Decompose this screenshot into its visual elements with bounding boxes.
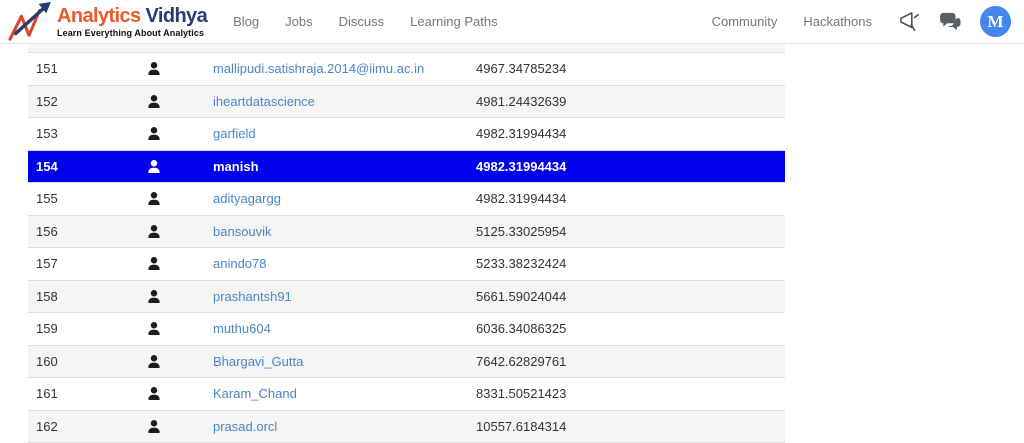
user-icon: [110, 289, 198, 303]
table-row: 158 prashantsh91 5661.59024044: [28, 280, 785, 313]
score-cell: 7642.62829761: [476, 353, 567, 369]
megaphone-icon[interactable]: [898, 10, 922, 34]
username-link[interactable]: anindo78: [213, 256, 267, 272]
table-row: 157 anindo78 5233.38232424: [28, 248, 785, 281]
user-icon: [110, 387, 198, 401]
nav-item-blog[interactable]: Blog: [233, 14, 260, 29]
logo-text: Analytics Vidhya Learn Everything About …: [57, 4, 208, 38]
user-icon: [110, 322, 198, 336]
username-cell: prashantsh91: [198, 289, 468, 304]
rank-cell: 152: [36, 93, 58, 109]
score-cell: 4982.31994434: [476, 126, 567, 142]
rank-cell: 156: [36, 223, 58, 239]
username-cell: anindo78: [198, 256, 468, 271]
rank-cell: 157: [36, 256, 58, 272]
logo-chart-icon: [8, 1, 51, 41]
username-link[interactable]: Bhargavi_Gutta: [213, 353, 304, 369]
partial-row-top: [28, 44, 785, 53]
user-icon: [110, 94, 198, 108]
score-cell: 4981.24432639: [476, 93, 567, 109]
rank-cell: 159: [36, 321, 58, 337]
username-cell: muthu604: [198, 321, 468, 336]
nav-item-jobs[interactable]: Jobs: [285, 14, 313, 29]
score-cell: 6036.34086325: [476, 321, 567, 337]
score-cell: 4982.31994434: [476, 191, 567, 207]
username-link[interactable]: prasad.orcl: [213, 418, 278, 434]
rank-cell: 154: [36, 158, 58, 174]
nav-item-learning-paths[interactable]: Learning Paths: [410, 14, 498, 29]
score-cell: 8331.50521423: [476, 386, 567, 402]
username-cell: adityagargg: [198, 191, 468, 206]
score-cell: 5661.59024044: [476, 288, 567, 304]
header-right: Community Hackathons M: [712, 6, 1011, 37]
username-link[interactable]: bansouvik: [213, 223, 272, 239]
user-icon: [110, 224, 198, 238]
user-icon: [110, 127, 198, 141]
username-cell: bansouvik: [198, 224, 468, 239]
username-cell: iheartdatascience: [198, 94, 468, 109]
username-cell: mallipudi.satishraja.2014@iimu.ac.in: [198, 61, 468, 76]
score-cell: 5125.33025954: [476, 223, 567, 239]
table-row: 152 iheartdatascience 4981.24432639: [28, 85, 785, 118]
score-cell: 10557.6184314: [476, 418, 567, 434]
rank-cell: 161: [36, 386, 58, 402]
username-cell: garfield: [198, 126, 468, 141]
table-row: 160 Bhargavi_Gutta 7642.62829761: [28, 345, 785, 378]
username-link[interactable]: garfield: [213, 126, 256, 142]
rank-cell: 160: [36, 353, 58, 369]
score-cell: 4967.34785234: [476, 61, 567, 77]
table-row: 159 muthu604 6036.34086325: [28, 313, 785, 346]
logo-tagline: Learn Everything About Analytics: [57, 27, 205, 38]
score-cell: 4982.31994434: [476, 158, 567, 174]
leaderboard-table: 151 mallipudi.satishraja.2014@iimu.ac.in…: [28, 44, 785, 443]
username-link[interactable]: muthu604: [213, 321, 271, 337]
nav-item-hackathons[interactable]: Hackathons: [803, 14, 872, 29]
main-nav: Blog Jobs Discuss Learning Paths: [207, 14, 497, 29]
table-row: 162 prasad.orcl 10557.6184314: [28, 410, 785, 443]
user-icon: [110, 159, 198, 173]
nav-item-discuss[interactable]: Discuss: [338, 14, 385, 29]
rank-cell: 151: [36, 61, 58, 77]
username-link[interactable]: mallipudi.satishraja.2014@iimu.ac.in: [213, 61, 425, 77]
rank-cell: 158: [36, 288, 58, 304]
table-row: 156 bansouvik 5125.33025954: [28, 215, 785, 248]
analytics-vidhya-logo[interactable]: Analytics Vidhya Learn Everything About …: [6, 1, 208, 42]
chat-icon[interactable]: [939, 10, 963, 34]
username-cell: Karam_Chand: [198, 386, 468, 401]
table-row: 154 manish 4982.31994434: [28, 150, 785, 183]
nav-item-community[interactable]: Community: [711, 14, 778, 29]
username-link[interactable]: iheartdatascience: [213, 93, 315, 109]
rank-cell: 155: [36, 191, 58, 207]
user-avatar[interactable]: M: [980, 6, 1011, 37]
username-cell: manish: [198, 159, 468, 174]
username-link[interactable]: manish: [213, 158, 259, 174]
table-row: 153 garfield 4982.31994434: [28, 118, 785, 151]
user-icon: [110, 354, 198, 368]
table-row: 155 adityagargg 4982.31994434: [28, 183, 785, 216]
score-cell: 5233.38232424: [476, 256, 567, 272]
user-icon: [110, 419, 198, 433]
logo-title: Analytics Vidhya: [57, 4, 208, 27]
top-header: Analytics Vidhya Learn Everything About …: [0, 0, 1024, 44]
user-icon: [110, 192, 198, 206]
rank-cell: 153: [36, 126, 58, 142]
username-cell: Bhargavi_Gutta: [198, 354, 468, 369]
table-row: 151 mallipudi.satishraja.2014@iimu.ac.in…: [28, 53, 785, 86]
user-icon: [110, 62, 198, 76]
username-cell: prasad.orcl: [198, 419, 468, 434]
leaderboard-body: 151 mallipudi.satishraja.2014@iimu.ac.in…: [28, 53, 785, 443]
username-link[interactable]: adityagargg: [213, 191, 281, 207]
username-link[interactable]: Karam_Chand: [213, 386, 297, 402]
user-icon: [110, 257, 198, 271]
username-link[interactable]: prashantsh91: [213, 288, 292, 304]
table-row: 161 Karam_Chand 8331.50521423: [28, 378, 785, 411]
rank-cell: 162: [36, 418, 58, 434]
